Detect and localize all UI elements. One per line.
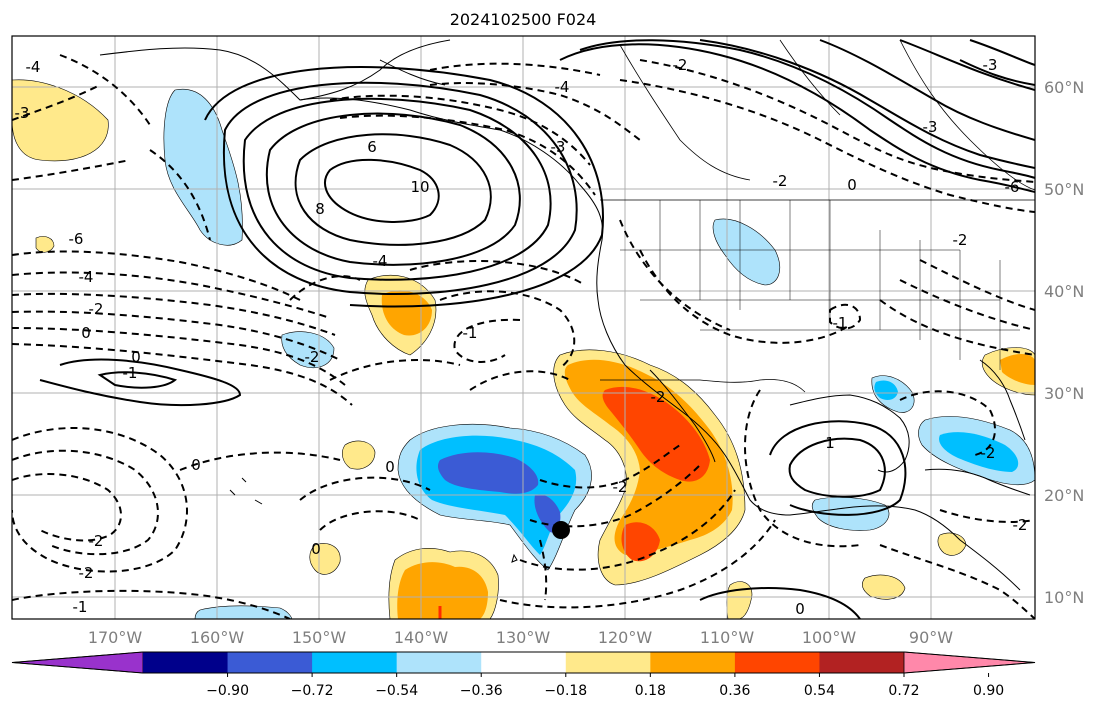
colorbar-swatch: [312, 652, 398, 673]
colorbar-tick-label: −0.72: [291, 683, 334, 699]
colorbar-tick-label: 0.90: [973, 683, 1004, 699]
dashed-contours: [12, 54, 1035, 619]
lon-label: 110°W: [700, 628, 755, 647]
contour-label: -2: [613, 478, 628, 496]
contour-label: -2: [981, 444, 996, 462]
state-borders: [620, 200, 1020, 370]
contour-label: 0: [385, 458, 395, 476]
lon-label: 90°W: [909, 628, 953, 647]
contour-label: -3: [15, 104, 30, 122]
contour-label: -4: [79, 268, 94, 286]
contour-label: 0: [311, 540, 321, 558]
colorbar-swatch: [734, 652, 820, 673]
contour-label: 0: [131, 348, 141, 366]
storm-center-marker: [552, 521, 570, 539]
colorbar-ticks: −0.90 −0.72 −0.54 −0.36 −0.18 0.18 0.36 0.54 0.7…: [206, 673, 1004, 699]
map-panel: -4 -3 -6 -4 -2 0 0 -1 -2 6 10 8 -4 -2 -1…: [11, 35, 1036, 620]
map-title: 2024102500 F024: [450, 10, 597, 29]
colorbar: −0.90 −0.72 −0.54 −0.36 −0.18 0.18 0.36 0.54 0.7…: [11, 651, 1036, 699]
contour-label: -4: [555, 78, 570, 96]
contour-label: -4: [373, 252, 388, 270]
lat-label: 10°N: [1044, 588, 1084, 607]
lat-label: 30°N: [1044, 384, 1084, 403]
lat-label: 20°N: [1044, 486, 1084, 505]
contour-label: -1: [123, 364, 138, 382]
contour-label: -6: [69, 230, 84, 248]
contour-label: -4: [26, 58, 41, 76]
longitude-labels: 170°W 160°W 150°W 140°W 130°W 120°W 110°…: [88, 628, 953, 647]
contour-label: 8: [315, 200, 325, 218]
map-frame: [11, 35, 1036, 620]
colorbar-swatch: [227, 652, 313, 673]
colorbar-tick-label: 0.18: [635, 683, 666, 699]
colorbar-tick-label: 0.54: [804, 683, 835, 699]
contour-label: -1: [463, 324, 478, 342]
contour-label: -2: [305, 348, 320, 366]
contour-label: -6: [1005, 178, 1020, 196]
contour-label: -2: [89, 532, 104, 550]
colorbar-tick-label: −0.90: [206, 683, 249, 699]
contour-label: -1: [73, 598, 88, 616]
contour-label: 0: [795, 600, 805, 618]
lon-label: 140°W: [394, 628, 449, 647]
lon-label: 120°W: [598, 628, 653, 647]
colorbar-outline: [11, 651, 1036, 674]
colorbar-swatch: [481, 652, 567, 673]
latitude-labels: 60°N 50°N 40°N 30°N 20°N 10°N: [1044, 78, 1084, 607]
lon-label: 170°W: [88, 628, 143, 647]
colorbar-tick-label: 0.72: [888, 683, 919, 699]
contour-label: -2: [673, 56, 688, 74]
contour-label: -3: [923, 118, 938, 136]
colorbar-extend-min: [11, 651, 144, 674]
solid-contours: [39, 39, 1035, 619]
contour-label: -3: [551, 138, 566, 156]
colorbar-swatch: [819, 652, 905, 673]
colorbar-swatch: [143, 652, 229, 673]
lon-label: 100°W: [802, 628, 857, 647]
colorbar-swatch: [565, 652, 651, 673]
contour-label: 1: [825, 434, 835, 452]
colorbar-swatches: [11, 651, 1036, 674]
lat-label: 50°N: [1044, 180, 1084, 199]
contour-label: -3: [983, 56, 998, 74]
contour-label: 0: [847, 176, 857, 194]
lon-label: 150°W: [292, 628, 347, 647]
contour-label: 0: [191, 456, 201, 474]
contour-label: -2: [953, 231, 968, 249]
colorbar-tick-label: −0.18: [544, 683, 587, 699]
lon-label: 130°W: [496, 628, 551, 647]
colorbar-tick-label: 0.36: [719, 683, 750, 699]
lon-label: 160°W: [190, 628, 245, 647]
contour-label: -1: [833, 314, 848, 332]
colorbar-swatch: [650, 652, 736, 673]
colorbar-tick-label: −0.54: [375, 683, 418, 699]
lat-label: 40°N: [1044, 282, 1084, 301]
colorbar-swatch: [396, 652, 482, 673]
contour-labels: -4 -3 -6 -4 -2 0 0 -1 -2 6 10 8 -4 -2 -1…: [15, 56, 1028, 618]
contour-label: -2: [89, 300, 104, 318]
colorbar-extend-max: [903, 651, 1036, 674]
contour-label: -2: [79, 564, 94, 582]
coastlines: [99, 39, 1035, 591]
lat-label: 60°N: [1044, 78, 1084, 97]
contour-label: 0: [81, 324, 91, 342]
colorbar-tick-label: −0.36: [460, 683, 503, 699]
contour-label: -2: [651, 388, 666, 406]
contour-label: 10: [410, 178, 429, 196]
contour-label: -2: [773, 172, 788, 190]
contour-label: -2: [1013, 516, 1028, 534]
contour-label: 6: [367, 138, 377, 156]
